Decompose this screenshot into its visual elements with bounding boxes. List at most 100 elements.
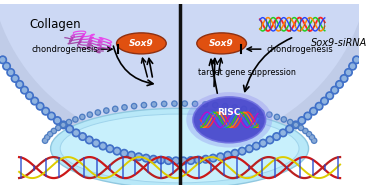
Text: Collagen: Collagen [30,18,81,31]
Circle shape [94,141,98,145]
Circle shape [300,119,304,123]
Circle shape [209,154,217,162]
Text: target gene suppression: target gene suppression [197,67,296,77]
Circle shape [18,82,22,87]
Ellipse shape [117,33,166,54]
Circle shape [286,125,293,133]
Circle shape [355,58,359,62]
Circle shape [353,56,360,64]
Circle shape [99,142,107,150]
Circle shape [173,102,176,105]
Circle shape [261,141,265,145]
Circle shape [42,138,48,143]
Circle shape [44,109,48,113]
Circle shape [141,102,147,108]
Circle shape [0,56,6,64]
Circle shape [60,121,67,129]
Circle shape [129,153,133,157]
Circle shape [304,130,307,132]
Circle shape [163,102,165,105]
Circle shape [136,155,141,159]
Circle shape [144,156,148,160]
Circle shape [159,158,163,162]
Circle shape [150,155,157,163]
Circle shape [49,133,52,136]
Circle shape [16,81,24,88]
Circle shape [114,108,117,110]
Circle shape [33,99,37,103]
Circle shape [340,75,348,82]
Circle shape [233,106,236,109]
Circle shape [87,138,91,142]
Circle shape [306,131,312,137]
Circle shape [165,157,172,164]
Circle shape [187,157,195,164]
Circle shape [105,109,108,112]
Ellipse shape [0,0,371,146]
Circle shape [273,133,280,140]
Circle shape [1,58,5,62]
Circle shape [49,114,53,118]
Circle shape [194,102,196,105]
Circle shape [123,106,126,109]
Circle shape [196,158,200,162]
Circle shape [161,101,167,107]
Text: chondrogenesis: chondrogenesis [32,45,99,54]
Circle shape [288,119,293,125]
Circle shape [13,76,17,81]
Circle shape [303,128,308,134]
Circle shape [342,76,346,81]
Circle shape [322,99,327,103]
Circle shape [174,159,178,163]
Circle shape [321,97,328,105]
Circle shape [315,102,323,110]
Circle shape [55,119,59,123]
Circle shape [313,139,315,142]
Circle shape [56,125,61,131]
Circle shape [226,153,230,157]
Text: RISC: RISC [218,108,241,117]
Circle shape [79,133,86,140]
Circle shape [61,123,65,127]
Circle shape [243,108,245,110]
Circle shape [260,111,263,114]
Circle shape [202,155,209,163]
Circle shape [211,156,215,160]
Circle shape [274,134,279,139]
Circle shape [36,102,44,110]
Circle shape [95,110,100,115]
Circle shape [172,101,177,106]
Circle shape [250,108,256,113]
Circle shape [122,105,127,110]
Circle shape [231,149,239,157]
Circle shape [279,129,287,137]
Circle shape [331,86,338,94]
Circle shape [349,62,356,70]
Circle shape [232,105,237,110]
Circle shape [289,121,291,123]
Circle shape [3,62,11,70]
Circle shape [350,64,355,68]
Circle shape [333,88,337,92]
Circle shape [266,136,274,144]
Circle shape [92,139,100,147]
Circle shape [80,114,85,120]
Circle shape [292,121,300,129]
Circle shape [252,109,254,112]
Circle shape [21,86,28,94]
Circle shape [81,116,83,118]
Circle shape [72,129,80,137]
Circle shape [193,101,198,107]
Circle shape [11,75,19,82]
Circle shape [298,117,306,124]
Ellipse shape [0,0,376,161]
Circle shape [31,97,38,105]
Circle shape [85,136,93,144]
Circle shape [247,147,252,151]
Circle shape [274,114,279,120]
Circle shape [294,124,297,126]
Circle shape [9,70,13,74]
Text: Sox9: Sox9 [209,39,234,48]
Circle shape [218,155,223,159]
Circle shape [294,123,298,127]
